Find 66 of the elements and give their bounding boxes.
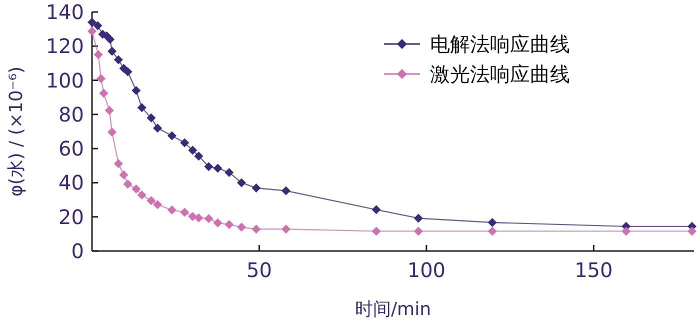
point [99, 88, 108, 98]
point [488, 218, 497, 227]
point [93, 21, 102, 30]
point [213, 218, 222, 228]
point [108, 128, 117, 137]
x-axis-title: 时间/min [354, 299, 432, 320]
point [123, 180, 132, 189]
point [132, 86, 141, 96]
point [88, 26, 96, 36]
point [119, 170, 128, 180]
point [252, 184, 261, 193]
y-tick-label: 0 [71, 239, 84, 263]
point [224, 220, 234, 230]
x-tick-label: 100 [407, 258, 446, 282]
point [123, 67, 132, 76]
point [137, 103, 146, 112]
point [194, 152, 204, 161]
point [488, 226, 497, 236]
y-tick-label: 140 [46, 0, 84, 24]
point [96, 74, 106, 84]
point [108, 46, 117, 56]
point [114, 159, 123, 168]
point [153, 124, 162, 133]
y-axis-title: φ(水) / (×10⁻⁶) [6, 66, 27, 197]
point [252, 224, 261, 234]
point [153, 200, 162, 210]
y-tick-label: 40 [58, 170, 84, 195]
point [180, 138, 190, 148]
y-tick-label: 80 [58, 102, 84, 126]
point [204, 214, 214, 224]
point [687, 226, 696, 236]
legend-label: 激光法响应曲线 [430, 62, 570, 86]
point [88, 18, 96, 27]
y-tick-label: 60 [58, 136, 84, 161]
point [188, 212, 198, 222]
point [372, 205, 381, 214]
point [106, 34, 115, 44]
point [622, 226, 631, 236]
point [194, 213, 204, 222]
point [114, 55, 123, 64]
point [180, 208, 190, 217]
point [146, 113, 156, 122]
point [137, 190, 146, 200]
point [281, 186, 290, 196]
y-tick-label: 100 [46, 68, 84, 92]
point [224, 168, 234, 177]
point [204, 162, 214, 172]
y-tick-label: 120 [46, 34, 84, 58]
point [146, 196, 156, 206]
point [167, 206, 176, 215]
x-tick-label: 50 [246, 258, 272, 282]
y-tick-label: 20 [58, 204, 84, 229]
point [188, 146, 198, 155]
point [167, 131, 176, 140]
point [372, 226, 381, 236]
point [236, 222, 246, 232]
point [236, 178, 246, 188]
point [281, 224, 290, 234]
x-tick-label: 150 [574, 258, 613, 282]
point [104, 106, 114, 115]
point [132, 184, 141, 194]
point [94, 50, 103, 60]
point [414, 226, 423, 236]
legend-label: 电解法响应曲线 [430, 32, 570, 56]
point [414, 214, 423, 223]
point [213, 164, 222, 173]
